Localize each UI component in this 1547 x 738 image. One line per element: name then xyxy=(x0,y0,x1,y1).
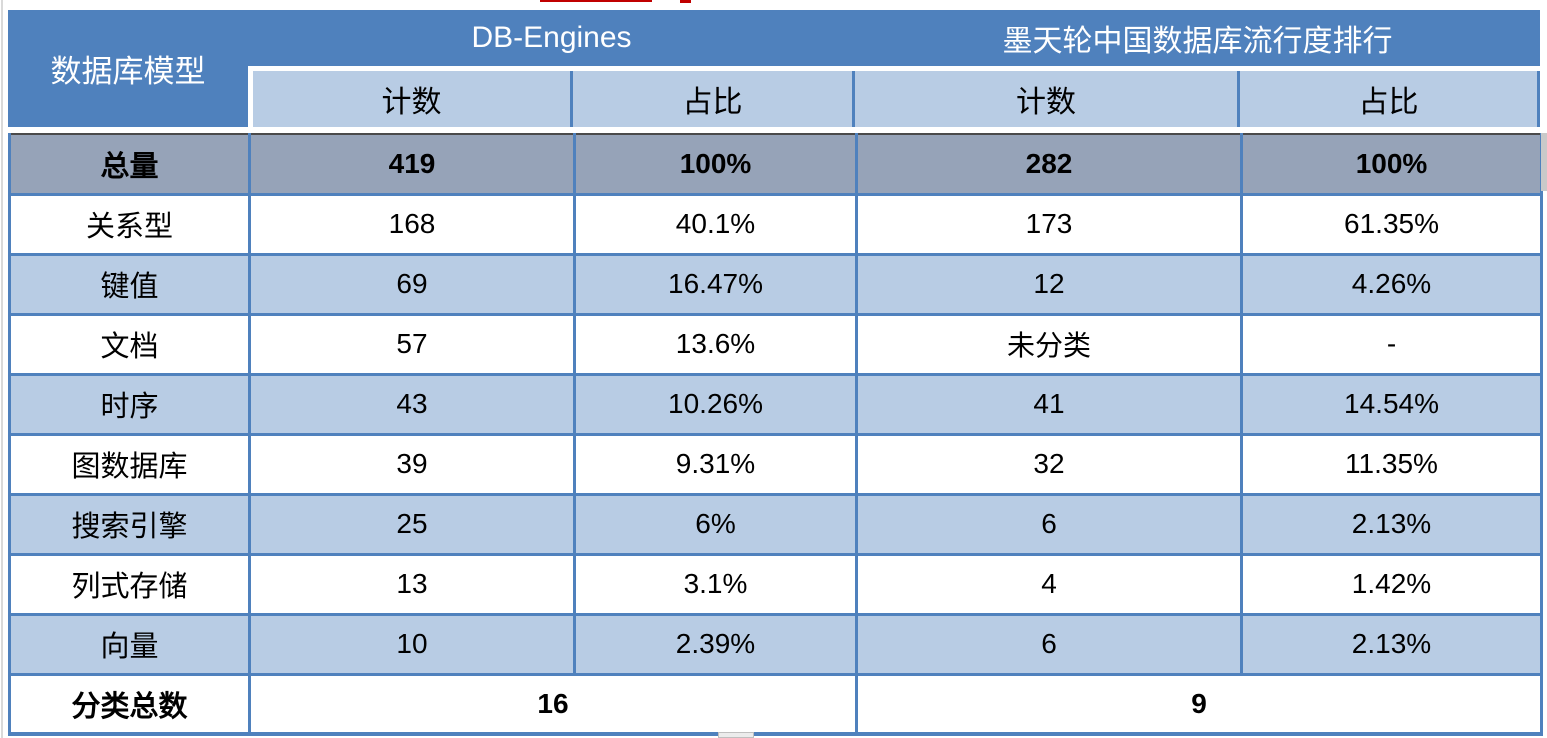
table-row-footer: 分类总数 16 9 xyxy=(8,672,1543,736)
group-header-modb: 墨天轮中国数据库流行度排行 xyxy=(855,10,1540,66)
cell-db-pct: 9.31% xyxy=(573,432,858,496)
table-row: 关系型 168 40.1% 173 61.35% xyxy=(8,192,1543,256)
sub-header-modb-pct: 占比 xyxy=(1240,71,1540,127)
cell-db-category-total: 16 xyxy=(248,672,858,736)
cell-db-count: 39 xyxy=(248,432,576,496)
row-label: 搜索引擎 xyxy=(8,492,251,556)
table-row: 向量 10 2.39% 6 2.13% xyxy=(8,612,1543,676)
cell-db-count: 43 xyxy=(248,372,576,436)
row-label: 图数据库 xyxy=(8,432,251,496)
cell-modb-pct: 100% xyxy=(1240,133,1543,196)
cell-modb-category-total: 9 xyxy=(855,672,1543,736)
corner-header-cell: 数据库模型 xyxy=(8,10,248,127)
cell-db-count: 168 xyxy=(248,192,576,256)
cell-modb-pct: 61.35% xyxy=(1240,192,1543,256)
corner-header-label: 数据库模型 xyxy=(50,54,206,89)
cell-modb-pct: 2.13% xyxy=(1240,612,1543,676)
cell-db-count: 13 xyxy=(248,552,576,616)
cell-modb-pct: - xyxy=(1240,312,1543,376)
cell-db-pct: 6% xyxy=(573,492,858,556)
table-row: 图数据库 39 9.31% 32 11.35% xyxy=(8,432,1543,496)
window-chrome-fragment xyxy=(718,732,754,738)
table-row: 时序 43 10.26% 41 14.54% xyxy=(8,372,1543,436)
table-row: 文档 57 13.6% 未分类 - xyxy=(8,312,1543,376)
sub-header-db-pct: 占比 xyxy=(573,71,855,127)
cropped-red-underline-fragment xyxy=(680,0,691,3)
cell-modb-count: 4 xyxy=(855,552,1243,616)
window-edge-line xyxy=(1,0,3,738)
cropped-red-underline xyxy=(540,0,652,2)
row-label: 时序 xyxy=(8,372,251,436)
cell-modb-count: 12 xyxy=(855,252,1243,316)
group-header-db-engines: DB-Engines xyxy=(248,10,855,66)
cell-modb-count: 未分类 xyxy=(855,312,1243,376)
cell-modb-pct: 11.35% xyxy=(1240,432,1543,496)
row-label: 分类总数 xyxy=(8,672,251,736)
row-label: 文档 xyxy=(8,312,251,376)
cell-modb-pct: 4.26% xyxy=(1240,252,1543,316)
cell-modb-pct: 14.54% xyxy=(1240,372,1543,436)
cell-db-pct: 10.26% xyxy=(573,372,858,436)
row-label: 关系型 xyxy=(8,192,251,256)
data-grid: 总量 419 100% 282 100% 关系型 168 40.1% 173 6… xyxy=(8,133,1543,736)
row-label: 向量 xyxy=(8,612,251,676)
cell-db-count: 69 xyxy=(248,252,576,316)
table-row: 搜索引擎 25 6% 6 2.13% xyxy=(8,492,1543,556)
cell-modb-count: 282 xyxy=(855,133,1243,196)
cell-db-count: 57 xyxy=(248,312,576,376)
cell-modb-count: 6 xyxy=(855,612,1243,676)
cell-db-pct: 3.1% xyxy=(573,552,858,616)
cell-db-count: 25 xyxy=(248,492,576,556)
comparison-table: 数据库模型 DB-Engines 墨天轮中国数据库流行度排行 计数 占比 计数 … xyxy=(8,10,1543,736)
cell-modb-pct: 1.42% xyxy=(1240,552,1543,616)
table-row: 列式存储 13 3.1% 4 1.42% xyxy=(8,552,1543,616)
cell-db-count: 419 xyxy=(248,133,576,196)
group-header-label: DB-Engines xyxy=(471,21,632,54)
cell-db-pct: 100% xyxy=(573,133,858,196)
row-label: 键值 xyxy=(8,252,251,316)
table-row: 键值 69 16.47% 12 4.26% xyxy=(8,252,1543,316)
cell-db-pct: 13.6% xyxy=(573,312,858,376)
sub-header-modb-count: 计数 xyxy=(855,71,1240,127)
cell-modb-count: 41 xyxy=(855,372,1243,436)
cell-db-pct: 2.39% xyxy=(573,612,858,676)
table-row-total: 总量 419 100% 282 100% xyxy=(8,133,1543,196)
cell-db-pct: 16.47% xyxy=(573,252,858,316)
sub-header-db-count: 计数 xyxy=(253,71,573,127)
cell-modb-count: 173 xyxy=(855,192,1243,256)
row-label: 总量 xyxy=(8,133,251,196)
cell-db-count: 10 xyxy=(248,612,576,676)
cell-db-pct: 40.1% xyxy=(573,192,858,256)
sub-header-row: 计数 占比 计数 占比 xyxy=(253,71,1540,127)
cell-modb-count: 32 xyxy=(855,432,1243,496)
window-scrollbar-fragment xyxy=(1541,133,1547,191)
row-label: 列式存储 xyxy=(8,552,251,616)
group-header-label: 墨天轮中国数据库流行度排行 xyxy=(1002,25,1393,58)
group-header-band: DB-Engines 墨天轮中国数据库流行度排行 xyxy=(248,10,1540,66)
cell-modb-count: 6 xyxy=(855,492,1243,556)
cell-modb-pct: 2.13% xyxy=(1240,492,1543,556)
